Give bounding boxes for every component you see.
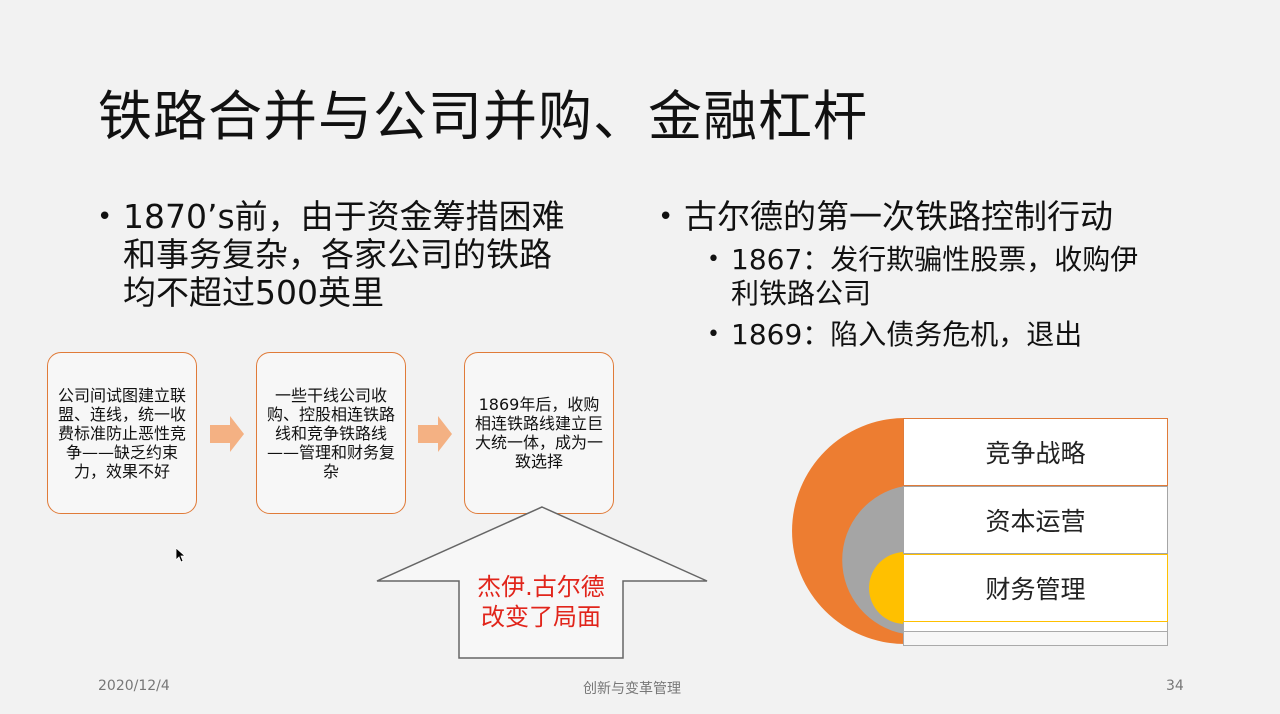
left-bullet: • 1870’s前，由于资金筹措困难 和事务复杂，各家公司的铁路 均不超过500… xyxy=(97,197,565,312)
strategy-row-label: 财务管理 xyxy=(985,575,1086,604)
left-bullet-line: 均不超过500英里 xyxy=(123,273,384,312)
flow-box-text: 公司间试图建立联盟、连线，统一收费标准防止恶性竞争——缺乏约束力，效果不好 xyxy=(58,385,187,481)
up-arrow-text: 杰伊.古尔德 改变了局面 xyxy=(459,572,623,632)
strategy-row-base xyxy=(903,622,1168,632)
flow-box-text: 一些干线公司收购、控股相连铁路线和竞争铁路线——管理和财务复杂 xyxy=(267,385,396,481)
left-bullet-line: 和事务复杂，各家公司的铁路 xyxy=(123,235,552,274)
flow-box-alliance: 公司间试图建立联盟、连线，统一收费标准防止恶性竞争——缺乏约束力，效果不好 xyxy=(47,352,197,514)
strategy-row-base xyxy=(903,632,1168,646)
sub-bullet-1869: • 1869：陷入债务危机，退出 xyxy=(707,318,1083,352)
strategy-row-capital: 资本运营 xyxy=(903,486,1168,554)
footer-date: 2020/12/4 xyxy=(98,678,170,694)
mouse-cursor-icon xyxy=(176,548,186,563)
right-bullet-main: 古尔德的第一次铁路控制行动 xyxy=(684,197,1113,236)
sub-bullet-line: 1867：发行欺骗性股票，收购伊 xyxy=(731,243,1139,276)
up-arrow-line: 杰伊.古尔德 xyxy=(477,573,605,601)
bullet-dot-icon: • xyxy=(97,202,113,232)
bullet-dot-icon: • xyxy=(658,202,674,232)
sub-bullet-line: 利铁路公司 xyxy=(731,277,872,310)
strategy-row-finance: 财务管理 xyxy=(903,554,1168,622)
bullet-dot-icon: • xyxy=(707,322,720,347)
strategy-row-label: 资本运营 xyxy=(985,507,1086,536)
up-arrow-line: 改变了局面 xyxy=(481,603,601,631)
flow-box-text: 1869年后，收购相连铁路线建立巨大统一体，成为一致选择 xyxy=(475,395,604,471)
arrow-right-icon xyxy=(418,416,452,452)
right-bullet: • 古尔德的第一次铁路控制行动 xyxy=(658,197,1113,236)
flow-box-consolidation: 1869年后，收购相连铁路线建立巨大统一体，成为一致选择 xyxy=(464,352,614,514)
footer-title: 创新与变革管理 xyxy=(583,681,681,697)
concentric-arc-graphic xyxy=(792,418,905,644)
arrow-right-icon xyxy=(210,416,244,452)
slide-title: 铁路合并与公司并购、金融杠杆 xyxy=(98,85,868,148)
up-arrow-callout xyxy=(376,506,708,659)
strategy-row-competition: 竞争战略 xyxy=(903,418,1168,486)
left-bullet-line: 1870’s前，由于资金筹措困难 xyxy=(123,197,565,236)
strategy-row-label: 竞争战略 xyxy=(985,439,1086,468)
sub-bullet-1867: • 1867：发行欺骗性股票，收购伊 利铁路公司 xyxy=(707,243,1139,311)
page-number: 34 xyxy=(1166,678,1184,694)
bullet-dot-icon: • xyxy=(707,247,720,272)
sub-bullet-line: 1869：陷入债务危机，退出 xyxy=(731,318,1083,351)
flow-box-acquisition: 一些干线公司收购、控股相连铁路线和竞争铁路线——管理和财务复杂 xyxy=(256,352,406,514)
